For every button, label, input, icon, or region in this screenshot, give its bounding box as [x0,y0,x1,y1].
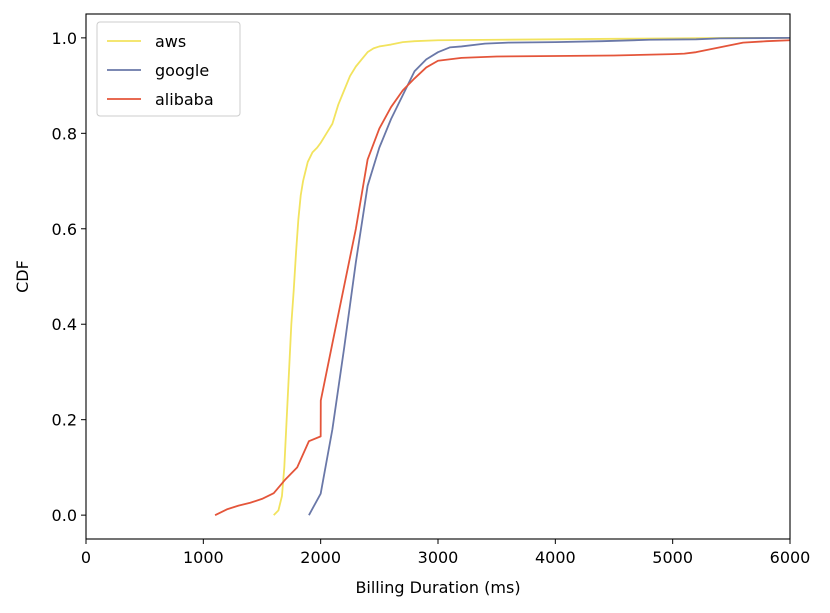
series-line-aws [273,36,790,516]
x-tick-label: 3000 [418,548,459,567]
y-axis: 0.0 0.2 0.4 0.6 0.8 1.0 [52,29,86,525]
y-tick-label: 0.6 [52,220,77,239]
x-tick-label: 1000 [183,548,224,567]
y-axis-label: CDF [13,260,32,293]
x-axis: 0 1000 2000 3000 4000 5000 6000 [81,539,810,567]
y-tick-label: 0.2 [52,411,77,430]
x-tick-label: 5000 [652,548,693,567]
x-tick-label: 0 [81,548,91,567]
legend: aws google alibaba [96,21,241,117]
series-line-google [308,36,791,516]
series-lines [214,36,791,516]
x-axis-label: Billing Duration (ms) [355,578,520,597]
y-tick-label: 0.4 [52,315,77,334]
legend-box [96,21,241,117]
x-tick-label: 6000 [770,548,811,567]
legend-label-alibaba: alibaba [155,90,214,109]
y-tick-label: 0.0 [52,506,77,525]
y-tick-label: 0.8 [52,124,77,143]
y-tick-label: 1.0 [52,29,77,48]
series-line-alibaba [214,39,791,516]
legend-label-aws: aws [155,32,186,51]
x-tick-label: 4000 [535,548,576,567]
x-tick-label: 2000 [300,548,341,567]
legend-label-google: google [155,61,209,80]
